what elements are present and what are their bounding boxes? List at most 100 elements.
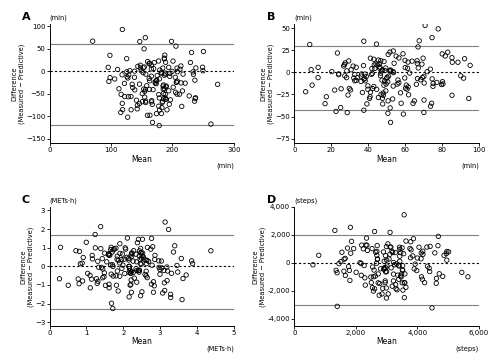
Point [438, 82, 446, 87]
Point [389, 83, 397, 89]
Point [370, 267, 378, 273]
Point [380, 249, 388, 255]
Point [344, 92, 352, 98]
Point [162, 84, 170, 90]
Point [126, 270, 134, 276]
Point [362, 235, 370, 241]
Point [140, 46, 148, 52]
Point [116, 273, 124, 279]
Point [164, 65, 172, 70]
Point [118, 257, 126, 262]
Point [456, 73, 464, 79]
Point [133, 106, 141, 112]
Point [127, 270, 135, 276]
Point [148, 236, 156, 241]
Point [142, 268, 150, 274]
Point [155, 265, 163, 270]
Text: (steps): (steps) [456, 345, 479, 352]
Point [368, 86, 376, 91]
X-axis label: Mean: Mean [132, 155, 152, 164]
Point [420, 80, 428, 86]
Point [347, 67, 355, 73]
Point [361, 275, 369, 281]
Point [154, 103, 162, 109]
Point [370, 83, 378, 89]
Point [375, 292, 383, 298]
Point [351, 72, 359, 77]
Point [412, 81, 420, 87]
Point [137, 68, 145, 74]
Point [88, 253, 96, 258]
Point [384, 291, 392, 297]
Point [118, 251, 126, 257]
Point [142, 83, 150, 89]
Point [357, 261, 365, 266]
Point [357, 78, 365, 84]
Point [160, 96, 168, 102]
Point [56, 276, 64, 282]
Point [155, 258, 163, 264]
Point [156, 76, 164, 82]
Point [92, 276, 100, 282]
Point [128, 250, 136, 256]
Point [163, 278, 171, 284]
Point [150, 283, 158, 289]
Point [94, 278, 102, 284]
Point [173, 65, 181, 71]
Point [382, 65, 390, 71]
Point [143, 257, 151, 263]
Point [190, 72, 198, 77]
Point [420, 97, 428, 103]
Point [169, 58, 177, 64]
Point [160, 56, 168, 62]
Point [124, 94, 132, 99]
Point [78, 260, 86, 266]
Point [161, 219, 169, 225]
Point [343, 110, 351, 115]
Point [382, 253, 390, 258]
Point [383, 74, 391, 80]
Point [382, 244, 390, 249]
Point [398, 267, 406, 273]
Point [438, 79, 446, 85]
Point [74, 276, 82, 282]
Point [393, 81, 401, 87]
Point [392, 53, 400, 59]
Point [148, 281, 156, 287]
Point [161, 52, 169, 58]
Point [390, 278, 398, 284]
Point [106, 53, 114, 58]
Point [158, 105, 166, 111]
Point [113, 256, 121, 262]
Point [370, 274, 378, 280]
Point [384, 98, 392, 104]
Point [377, 91, 385, 97]
Point [406, 239, 414, 245]
Point [140, 64, 148, 70]
Point [138, 91, 146, 97]
Point [454, 60, 462, 65]
Point [112, 245, 120, 251]
Point [390, 70, 398, 76]
Point [161, 95, 169, 101]
Point [340, 256, 348, 262]
Point [136, 81, 143, 87]
Point [116, 260, 124, 266]
Point [168, 270, 175, 276]
Point [370, 286, 378, 292]
Point [442, 53, 450, 59]
Point [153, 73, 161, 78]
Point [352, 78, 360, 83]
Point [107, 244, 115, 250]
Point [160, 86, 168, 91]
Point [125, 264, 133, 269]
Point [161, 91, 169, 97]
Point [160, 55, 168, 61]
Point [140, 254, 147, 260]
Point [114, 253, 122, 259]
Point [374, 256, 382, 262]
Point [432, 276, 440, 281]
Point [381, 280, 389, 286]
Point [125, 270, 133, 276]
Point [415, 244, 423, 250]
